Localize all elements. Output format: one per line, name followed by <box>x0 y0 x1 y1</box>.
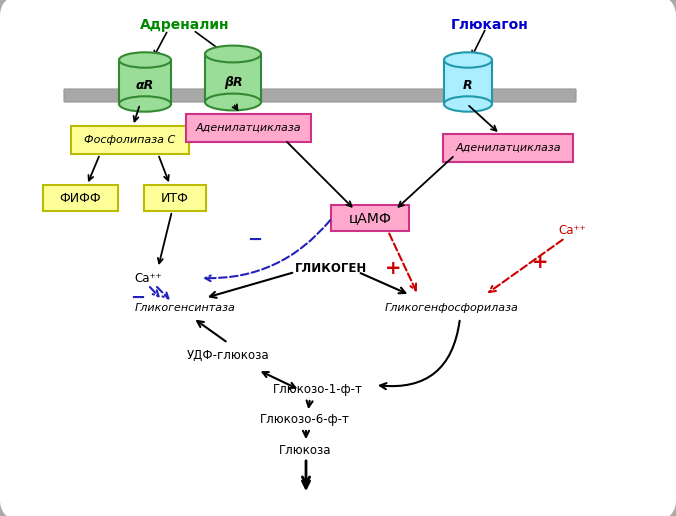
FancyBboxPatch shape <box>43 185 118 211</box>
Text: Ca⁺⁺: Ca⁺⁺ <box>558 223 586 236</box>
FancyBboxPatch shape <box>71 126 189 154</box>
Text: +: + <box>385 259 402 278</box>
Ellipse shape <box>119 96 171 111</box>
FancyBboxPatch shape <box>64 89 576 102</box>
Polygon shape <box>205 54 261 102</box>
Text: ИТФ: ИТФ <box>161 191 189 204</box>
Text: ГЛИКОГЕН: ГЛИКОГЕН <box>295 262 367 275</box>
Text: Аденилатциклаза: Аденилатциклаза <box>195 123 301 133</box>
Ellipse shape <box>205 93 261 110</box>
Polygon shape <box>444 60 492 104</box>
Text: Глюкозо-6-ф-т: Глюкозо-6-ф-т <box>260 413 350 427</box>
Ellipse shape <box>444 96 492 111</box>
Text: ФИФФ: ФИФФ <box>59 191 101 204</box>
Polygon shape <box>119 60 171 104</box>
FancyBboxPatch shape <box>185 114 310 142</box>
Ellipse shape <box>444 52 492 68</box>
Text: −: − <box>130 289 145 307</box>
Text: Глюкоза: Глюкоза <box>279 443 331 457</box>
Text: βR: βR <box>224 76 242 89</box>
Text: УДФ-глюкоза: УДФ-глюкоза <box>187 348 269 362</box>
Text: Гликогенсинтаза: Гликогенсинтаза <box>135 303 235 313</box>
Text: R: R <box>463 79 473 92</box>
Text: Ca⁺⁺: Ca⁺⁺ <box>134 271 162 284</box>
Text: Адреналин: Адреналин <box>140 18 230 32</box>
Text: Фосфолипаза C: Фосфолипаза C <box>84 135 176 145</box>
Text: Глюкозо-1-ф-т: Глюкозо-1-ф-т <box>273 383 363 396</box>
FancyBboxPatch shape <box>443 134 573 162</box>
FancyBboxPatch shape <box>144 185 206 211</box>
Text: Гликогенфосфорилаза: Гликогенфосфорилаза <box>385 303 519 313</box>
Text: Аденилатциклаза: Аденилатциклаза <box>455 143 561 153</box>
FancyBboxPatch shape <box>331 205 409 231</box>
Text: −: − <box>247 231 262 249</box>
Ellipse shape <box>205 45 261 62</box>
Text: Глюкагон: Глюкагон <box>451 18 529 32</box>
Text: +: + <box>532 252 548 271</box>
Text: цАМФ: цАМФ <box>349 211 391 225</box>
Text: αR: αR <box>136 79 154 92</box>
Ellipse shape <box>119 52 171 68</box>
